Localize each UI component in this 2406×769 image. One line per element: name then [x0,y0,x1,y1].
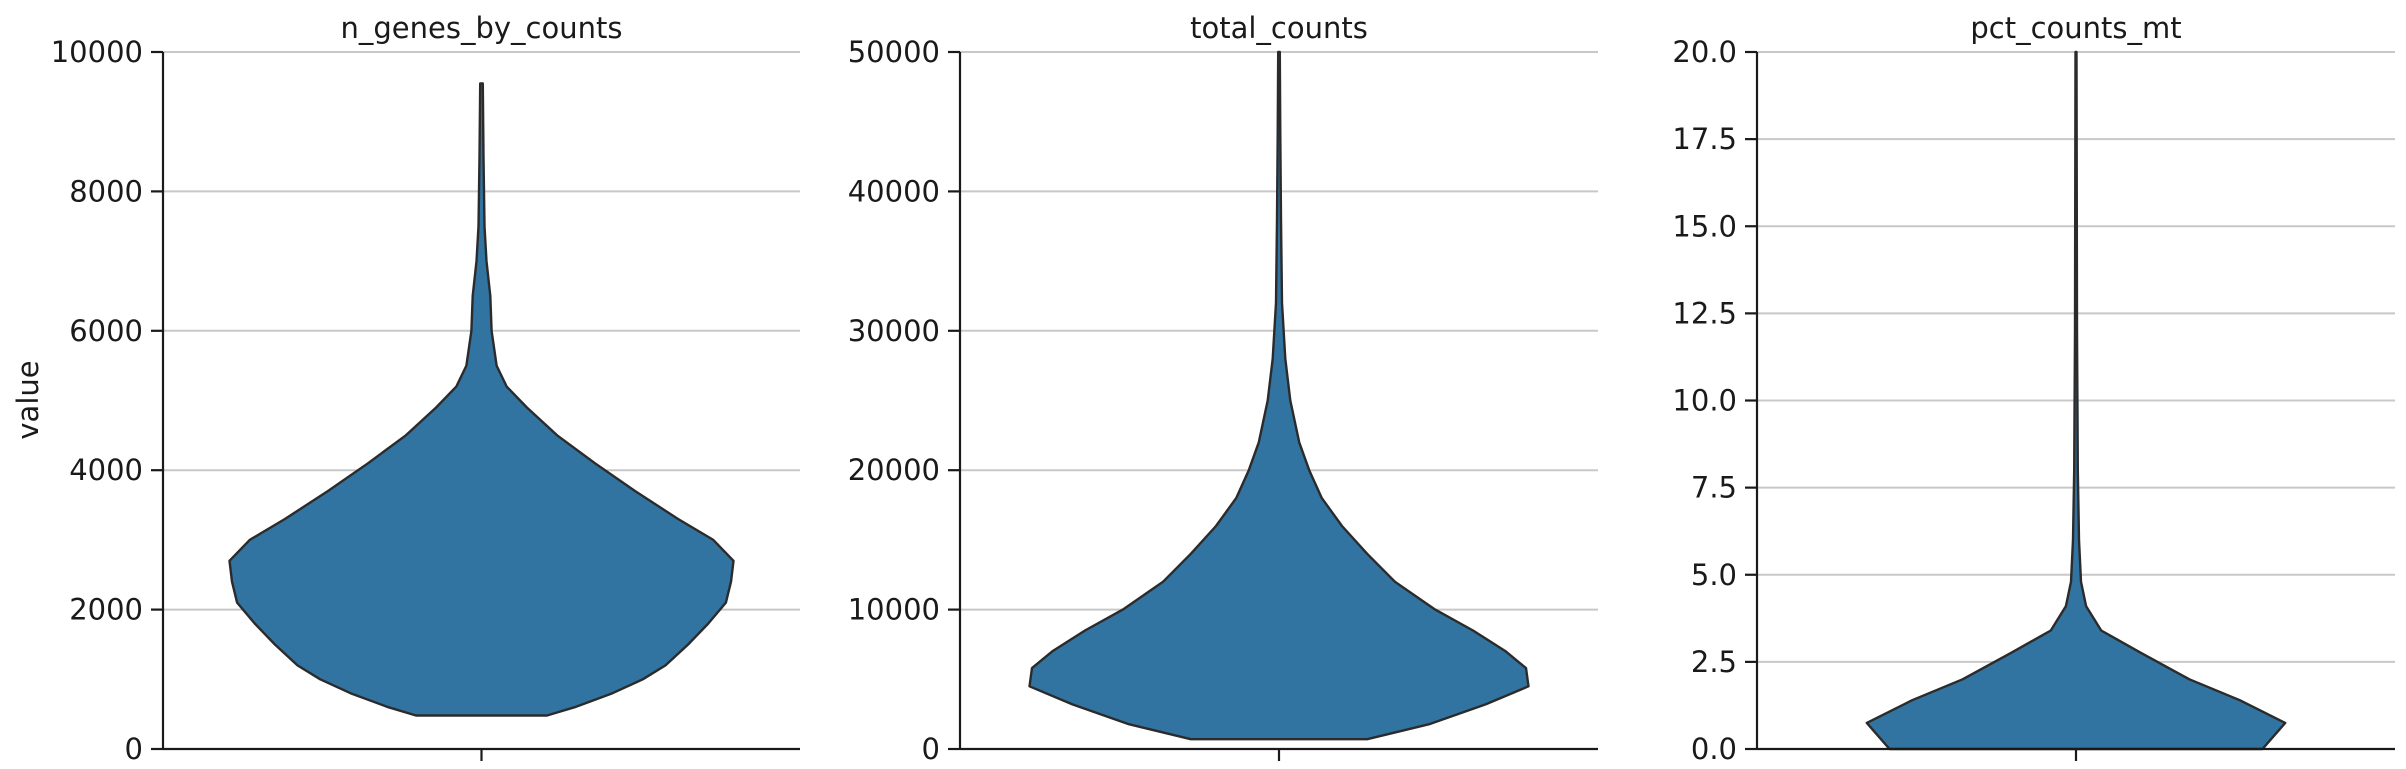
y-tick-label: 20000 [848,453,940,487]
y-tick-label: 5.0 [1691,558,1737,592]
y-tick-label: 15.0 [1672,209,1737,243]
y-tick-label: 12.5 [1672,296,1737,330]
y-tick-label: 8000 [69,174,143,208]
y-tick-label: 40000 [848,174,940,208]
y-tick-label: 0.0 [1691,732,1737,766]
y-tick-label: 10.0 [1672,384,1737,418]
y-tick-label: 7.5 [1691,471,1737,505]
y-tick-label: 2000 [69,593,143,627]
chart-title: pct_counts_mt [1970,11,2181,45]
y-tick-label: 10000 [51,35,143,69]
y-tick-label: 20.0 [1672,35,1737,69]
chart-title: total_counts [1190,11,1368,45]
y-tick-label: 50000 [848,35,940,69]
violin-pct_counts_mt [1865,50,2287,751]
y-tick-label: 4000 [69,453,143,487]
y-tick-label: 6000 [69,314,143,348]
chart-panel-2: 0 10000 20000 30000 40000 50000 total_counts [848,11,1598,766]
violin-n_genes_by_counts [228,82,735,717]
chart-panel-3: 0.0 2.5 5.0 7.5 10.0 12.5 15.0 17.5 20.0 pct_coun… [1672,11,2395,766]
violin-total_counts [1028,50,1530,741]
chart-panel-1: 0 2000 4000 6000 8000 10000 n_genes_by_countsv… [11,11,800,766]
y-tick-label: 30000 [848,314,940,348]
y-tick-label: 2.5 [1691,645,1737,679]
y-axis-label: value [11,360,45,439]
y-tick-label: 10000 [848,593,940,627]
y-tick-label: 17.5 [1672,122,1737,156]
chart-title: n_genes_by_counts [341,11,623,45]
y-tick-label: 0 [125,732,143,766]
y-tick-label: 0 [922,732,940,766]
